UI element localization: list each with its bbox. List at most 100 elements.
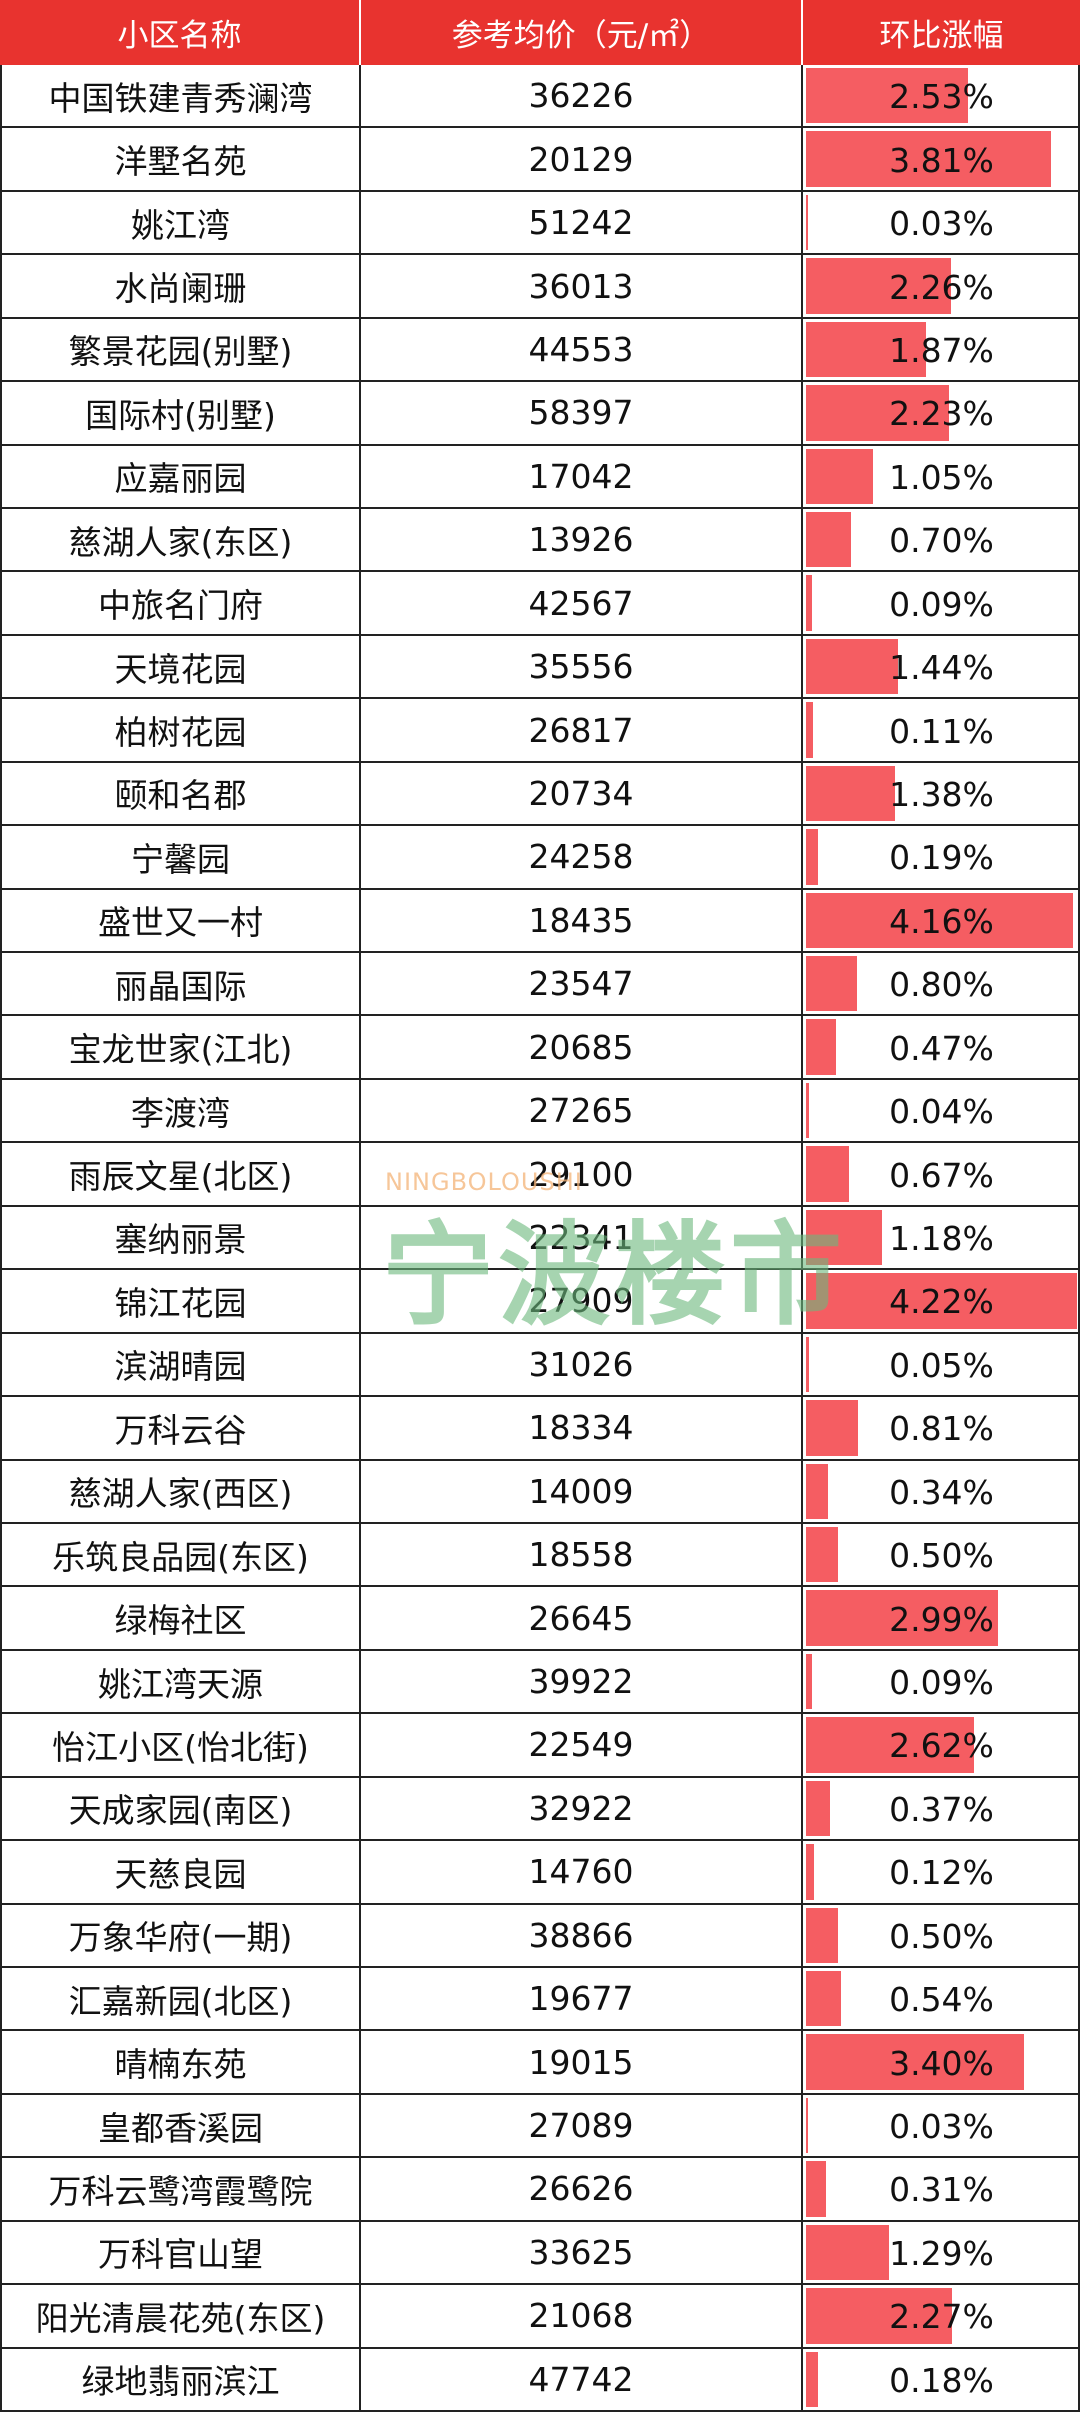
name-cell: 晴楠东苑 <box>0 2031 361 2095</box>
name-cell: 柏树花园 <box>0 699 361 763</box>
change-label: 1.18% <box>889 1218 994 1258</box>
change-bar <box>806 1209 882 1266</box>
price-cell: 26645 <box>361 1587 803 1651</box>
change-bar <box>806 2351 818 2407</box>
change-cell <box>803 1016 1080 1080</box>
watermark-title: 宁波楼市 <box>382 1211 846 1341</box>
change-bar <box>806 1146 850 1202</box>
price-cell: 32922 <box>361 1777 803 1842</box>
change-cell <box>803 318 1080 383</box>
change-bar <box>806 575 812 631</box>
name-cell: 中旅名门府 <box>0 572 361 636</box>
change-label: 0.37% <box>889 1789 994 1829</box>
watermark-latin: NINGBOLOUSHI <box>385 1168 583 1196</box>
price-cell: 24258 <box>361 826 803 890</box>
change-label: 0.47% <box>889 1028 994 1068</box>
change-label: 0.81% <box>889 1409 994 1449</box>
change-label: 1.05% <box>889 457 994 497</box>
change-cell <box>803 1777 1080 1842</box>
name-cell: 李渡湾 <box>0 1079 361 1144</box>
change-bar <box>806 1844 814 1900</box>
name-cell: 水尚阑珊 <box>0 255 361 319</box>
change-cell <box>803 1270 1080 1334</box>
change-cell <box>803 191 1080 256</box>
price-cell: 36226 <box>361 65 803 129</box>
change-cell <box>803 1460 1080 1524</box>
change-cell <box>803 1397 1080 1461</box>
name-cell: 姚江湾 <box>0 191 361 256</box>
change-bar <box>806 1907 839 1963</box>
name-cell: 国际村(别墅) <box>0 382 361 446</box>
change-cell <box>803 953 1080 1017</box>
change-label: 3.40% <box>889 2043 994 2083</box>
change-cell <box>803 1143 1080 1207</box>
price-cell: 26817 <box>361 699 803 763</box>
change-label: 0.50% <box>889 1916 994 1956</box>
change-cell <box>803 509 1080 573</box>
change-bar <box>806 2288 952 2344</box>
change-cell <box>803 128 1080 192</box>
name-cell: 万科云鹭湾霞鹭院 <box>0 2158 361 2222</box>
name-cell: 塞纳丽景 <box>0 1206 361 1271</box>
change-label: 0.34% <box>889 1472 994 1512</box>
name-cell: 怡江小区(怡北街) <box>0 1714 361 1778</box>
name-cell: 慈湖人家(西区) <box>0 1460 361 1524</box>
change-bar <box>806 2034 1025 2090</box>
change-label: 1.29% <box>889 2233 994 2273</box>
price-cell: 18334 <box>361 1397 803 1461</box>
price-cell: 27089 <box>361 2094 803 2159</box>
price-cell: 14760 <box>361 1841 803 1905</box>
change-bar <box>806 892 1074 949</box>
change-cell <box>803 2285 1080 2349</box>
change-cell <box>803 762 1080 827</box>
change-cell <box>803 2348 1080 2412</box>
change-cell <box>803 2031 1080 2095</box>
name-cell: 颐和名郡 <box>0 762 361 827</box>
name-cell: 滨湖晴园 <box>0 1333 361 1398</box>
name-cell: 乐筑良品园(东区) <box>0 1523 361 1588</box>
header-cell: 参考均价（元/㎡） <box>361 0 803 65</box>
price-cell: 17042 <box>361 445 803 510</box>
change-bar <box>806 448 874 505</box>
change-cell <box>803 635 1080 700</box>
change-bar <box>806 1590 998 1646</box>
change-bar <box>806 1463 828 1519</box>
change-bar <box>806 2224 889 2281</box>
price-cell: 35556 <box>361 635 803 700</box>
change-bar <box>806 1653 812 1710</box>
change-cell <box>803 699 1080 763</box>
change-label: 1.38% <box>889 774 994 814</box>
name-cell: 天慈良园 <box>0 1841 361 1905</box>
price-cell: 20685 <box>361 1016 803 1080</box>
change-label: 2.99% <box>889 1599 994 1639</box>
change-bar <box>806 131 1051 187</box>
change-bar <box>806 765 895 822</box>
name-cell: 洋墅名苑 <box>0 128 361 192</box>
price-cell: 27909 <box>361 1270 803 1334</box>
change-bar <box>806 512 851 568</box>
change-label: 0.67% <box>889 1155 994 1195</box>
change-bar <box>806 2161 826 2217</box>
price-cell: 39922 <box>361 1650 803 1715</box>
change-cell <box>803 826 1080 890</box>
change-bar <box>806 1717 975 1773</box>
price-cell: 38866 <box>361 1904 803 1968</box>
change-bar <box>806 68 969 124</box>
change-cell <box>803 65 1080 129</box>
change-cell <box>803 2221 1080 2286</box>
price-cell: 44553 <box>361 318 803 383</box>
change-label: 0.03% <box>889 204 994 244</box>
price-cell: 29100 <box>361 1143 803 1207</box>
change-cell <box>803 1841 1080 1905</box>
change-cell <box>803 1333 1080 1398</box>
price-cell: 27265 <box>361 1079 803 1144</box>
change-label: 1.87% <box>889 330 994 370</box>
price-cell: 21068 <box>361 2285 803 2349</box>
name-cell: 万象华府(一期) <box>0 1904 361 1968</box>
change-label: 0.09% <box>889 1663 994 1702</box>
change-cell <box>803 382 1080 446</box>
change-label: 0.50% <box>889 1536 994 1576</box>
change-label: 2.27% <box>889 2297 994 2337</box>
change-bar <box>806 1019 837 1075</box>
